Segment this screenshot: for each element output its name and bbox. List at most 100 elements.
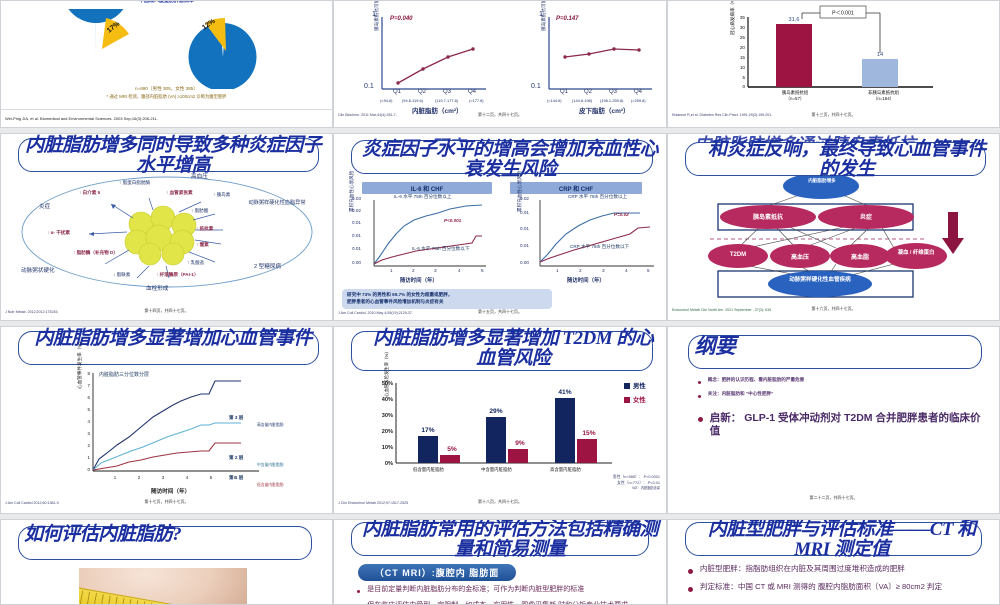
chart-inner-title: 内脏脂肪三分位数分层: [99, 372, 150, 378]
slide-reference: Endocrinol Metab Clin North Am. 2021 Sep…: [672, 308, 772, 312]
svg-text:14: 14: [877, 52, 883, 58]
svg-text:25: 25: [740, 35, 746, 40]
chart-a-xtick-q2: Q2: [418, 89, 427, 95]
tier-1-label: 第 1 层: [229, 475, 244, 480]
svg-text:17%: 17%: [421, 427, 434, 434]
pie-note-line-1: n=690（男性 305，女性 385）: [135, 86, 198, 91]
t2dm-xtick-1: 低含量内脏脂肪: [413, 467, 444, 472]
bullet-text: 关注：内脏脂肪和 “中心性肥胖”: [707, 391, 774, 396]
bullet-dot: [687, 569, 693, 574]
svg-text:4: 4: [88, 419, 91, 424]
bullet-dot: [687, 587, 693, 592]
svg-text:35: 35: [740, 15, 746, 20]
slide-thumbnail-assessment-methods[interactable]: 内脏脂肪常用的评估方法包括精确测量和简易测量 （CT MRI）:腹腔内 脂肪面 …: [333, 519, 667, 605]
km-labels: 0.03 0.02 0.01 0.01 0.01 0.00 累积充血性心衰风险 …: [349, 170, 650, 284]
chart-a-range-2: (94.6-119.6): [402, 98, 423, 103]
title-plate: [17, 331, 319, 365]
chart-b-xtick-q2: Q2: [584, 89, 593, 95]
km-curve-charts: [373, 200, 654, 267]
bullet-text: 内脏型肥胖：指脂肪组织在内脏及其周围过度堆积造成的肥胖: [699, 564, 905, 573]
slide-thumbnail-outline[interactable]: 纲要 概念：肥胖的认识历程、看内脏脂肪的严重危害 关注：内脏脂肪和 “中心性肥胖…: [667, 326, 1000, 514]
slide-page-number: 第十三页，共四十七页。: [811, 112, 856, 117]
svg-text:40%: 40%: [382, 397, 393, 403]
svg-text:3: 3: [88, 431, 91, 436]
list-item[interactable]: 关注：内脏脂肪和 “中心性肥胖”: [697, 391, 986, 398]
chart-a-xlabel: 内脏脂肪（cm²）: [412, 108, 463, 115]
slide-thumbnail-visceral-obesity-criteria[interactable]: 内脏型肥胖与评估标准——CT 和 MRI 测定值 内脏型肥胖：指脂肪组织在内脏及…: [667, 519, 1000, 605]
chart-a-range-4: (>177.8): [469, 98, 484, 103]
svg-text:3: 3: [162, 475, 165, 480]
slide-thumbnail-pie-obesity[interactable]: 中国成人腹型肥胖患病率 17% 12% n=690（男性 305，女性 385）…: [0, 0, 333, 128]
title-plate: [350, 140, 653, 174]
bullet-dot: [357, 590, 361, 593]
chart-b-range-4: (>259.8): [631, 98, 646, 103]
slide-thumbnail-insulin-resistance-quartiles[interactable]: 1 0.1 P=0.040 胰岛素抵抗可能 Q1 Q2 Q3 Q4 (<94.6…: [333, 0, 667, 128]
svg-text:2: 2: [138, 475, 141, 480]
t2dm-bar-chart: 50% 40% 30% 20% 10% 0% 17% 5% 29% 9% 41% 15%: [382, 381, 630, 467]
title-plate: [684, 522, 983, 556]
slide-title: 内脏脂肪常用的评估方法包括精确测量和简易测量: [361, 519, 659, 560]
svg-text:8: 8: [88, 371, 91, 376]
list-item[interactable]: 内脏型肥胖：指脂肪组织在内脏及其周围过度堆积造成的肥胖: [687, 564, 986, 574]
svg-text:0%: 0%: [385, 461, 393, 467]
slide-title: 纲要: [694, 334, 736, 358]
svg-text:20%: 20%: [382, 429, 393, 435]
list-item[interactable]: 是目前定量判断内脏脂肪分布的金标准；可作为判断内脏型肥胖的标准: [357, 586, 653, 595]
chart-a-range-3: (119.7-177.8): [435, 98, 459, 103]
svg-text:4: 4: [186, 475, 189, 480]
slide-thumbnail-how-to-assess[interactable]: 如何评估内脏脂肪?: [0, 519, 333, 605]
slide-page-number: 第二十二页，共四十七页。: [809, 495, 858, 500]
slide-reference: J Clin Endocrinol Metab 2012;97:1517-252…: [338, 501, 409, 505]
slide-thumbnail-t2dm-cv-risk-bars[interactable]: 内脏脂肪增多显著增加 T2DM 的心血管风险 50% 40% 30% 20% 10% 0…: [333, 326, 667, 514]
slide-page-number: 第十四页，共四十七页。: [144, 308, 189, 313]
slide-title: 炎症因子水平的增高会增加充血性心衰发生风险: [361, 139, 659, 180]
list-item[interactable]: 启新： GLP-1 受体冲动剂对 T2DM 合并肥胖患者的临床价值: [697, 412, 986, 438]
title-plate: [17, 526, 313, 560]
series-mid-label: 中含量内脏脂肪: [257, 463, 284, 467]
slide-title: 内脏型肥胖与评估标准——CT 和 MRI 测定值: [707, 519, 977, 560]
title-plate: [684, 142, 986, 176]
slide-thumbnail-mesa-inflammation-chf[interactable]: MESA 研究： 炎症因子水平的增高会增加充血性心衰发生风险 IL-6 和 CH…: [333, 133, 667, 321]
chart-a-xtick-q1: Q1: [393, 89, 402, 95]
waist-measurement-photo: [79, 568, 247, 604]
quartile-line-charts: [381, 17, 652, 90]
row-gutter: [0, 321, 1000, 326]
slide-thumbnail-pathway-diagram[interactable]: 内脏脂肪增多通过胰岛素抵抗 和炎症反响，最终导致心血管事件的发生: [667, 133, 1000, 321]
slide-title: 如何评估内脏脂肪?: [24, 524, 182, 545]
svg-text:5: 5: [742, 75, 745, 80]
slide-thumbnail-cv-events-tertiles[interactable]: 内脏脂肪增多显著增加心血管事件 8 7 6 5 4 3 2 1 0 1 2 3 4 5 6 内脏脂肪…: [0, 326, 333, 514]
svg-text:31.6: 31.6: [789, 17, 800, 23]
pathway-svg: [708, 176, 964, 298]
slide-page-number: 第十七页，共四十七页。: [144, 499, 189, 504]
svg-text:15%: 15%: [582, 430, 595, 437]
list-item[interactable]: 概念：肥胖的认识历程、看内脏脂肪的严重危害: [697, 377, 986, 384]
chart-b-xtick-q4: Q4: [634, 89, 643, 95]
chart-a-ylabel: 胰岛素抵抗可能: [374, 0, 379, 31]
title-plate: [17, 138, 319, 172]
pie-chart-pair: 17% 12%: [68, 9, 257, 89]
slide-thumbnail-inflammation-factors[interactable]: 内脏脂肪增多同时导致多种炎症因子水平增高: [0, 133, 333, 321]
title-plate: [350, 331, 653, 371]
slide-page-number: 第十二页，共四十七页。: [478, 112, 522, 117]
chart-b-range-2: (144.6-198): [572, 98, 593, 103]
chart-b-ytick-bottom: 0.1: [531, 83, 541, 90]
svg-text:0: 0: [742, 84, 745, 89]
svg-text:30%: 30%: [382, 413, 393, 419]
row-gutter: [0, 128, 1000, 133]
series-low-label: 低含量内脏脂肪: [257, 483, 284, 487]
legend-male: 男性: [633, 383, 646, 390]
svg-text:10: 10: [740, 65, 746, 70]
chart-xlabel: 随访时间（年）: [151, 489, 191, 495]
slide-title: 内脏脂肪增多同时导致多种炎症因子水平增高: [25, 135, 322, 176]
chd-xtick-1: 胰岛素抵抗组 （n=57）: [781, 90, 809, 102]
t2dm-xtick-3: 高含量内脏脂肪: [550, 467, 581, 472]
series-high-label: 高含量内脏脂肪: [257, 423, 284, 427]
chart-b-xlabel: 皮下脂肪（cm²）: [579, 108, 630, 115]
slide-reference: Wei-Ping JIA, et al. Biomedical and Envi…: [5, 116, 158, 121]
tertile-curves: 8 7 6 5 4 3 2 1 0 1 2 3 4 5 6: [88, 371, 259, 480]
slide-thumbnail-chd-incidence-bar[interactable]: P＜0.001 35 30 25 20 15 10 5 0 31.6 14 冠心病发病率（…: [667, 0, 1000, 128]
svg-text:1: 1: [88, 455, 91, 460]
adipocyte-diagram: [21, 176, 313, 288]
list-item[interactable]: 判定标准：中国 CT 或 MRI 测得的 腹腔内脂肪面积〔VA〕≥ 80cm2 …: [687, 582, 986, 592]
